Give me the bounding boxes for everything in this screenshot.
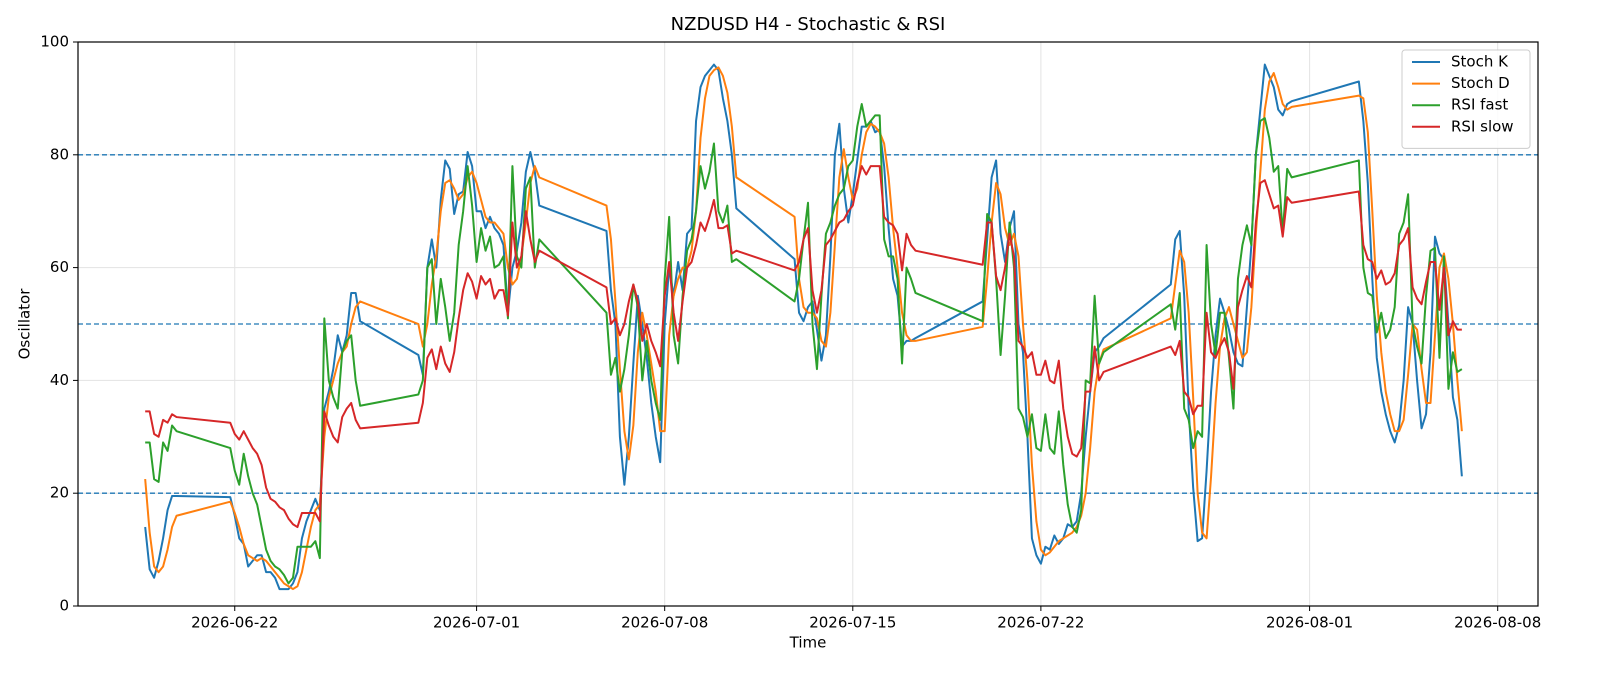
y-tick-label: 60 xyxy=(50,258,69,276)
y-axis-label: Oscillator xyxy=(16,288,34,360)
lines xyxy=(144,63,1463,591)
legend-label: RSI slow xyxy=(1451,117,1514,135)
x-tick-label: 2026-07-22 xyxy=(997,614,1084,632)
series-line xyxy=(145,103,1463,585)
legend: Stoch K Stoch D RSI fast RSI slow xyxy=(1401,49,1531,149)
y-tick-label: 100 xyxy=(40,33,69,51)
axes: 0 20 40 60 80 100 2026-06-22 2026-07-01 2026-07-… xyxy=(40,33,1541,632)
x-tick-label: 2026-07-15 xyxy=(809,614,896,632)
legend-label: Stoch D xyxy=(1451,74,1510,92)
series-line xyxy=(145,165,1462,529)
y-tick-label: 0 xyxy=(59,597,69,615)
legend-label: RSI fast xyxy=(1451,96,1508,114)
x-axis-label: Time xyxy=(789,634,827,652)
chart-title: NZDUSD H4 - Stochastic & RSI xyxy=(671,14,946,35)
plot-frame xyxy=(77,41,1539,607)
x-tick-label: 2026-06-22 xyxy=(191,614,278,632)
y-tick-label: 40 xyxy=(50,371,69,389)
x-tick-label: 2026-08-01 xyxy=(1266,614,1353,632)
x-tick-label: 2026-07-08 xyxy=(621,614,708,632)
x-tick-label: 2026-08-08 xyxy=(1454,614,1541,632)
legend-label: Stoch K xyxy=(1451,53,1509,71)
y-tick-label: 20 xyxy=(50,484,69,502)
y-tick-label: 80 xyxy=(50,145,69,163)
x-tick-label: 2026-07-01 xyxy=(433,614,520,632)
legend-box xyxy=(1401,49,1531,149)
